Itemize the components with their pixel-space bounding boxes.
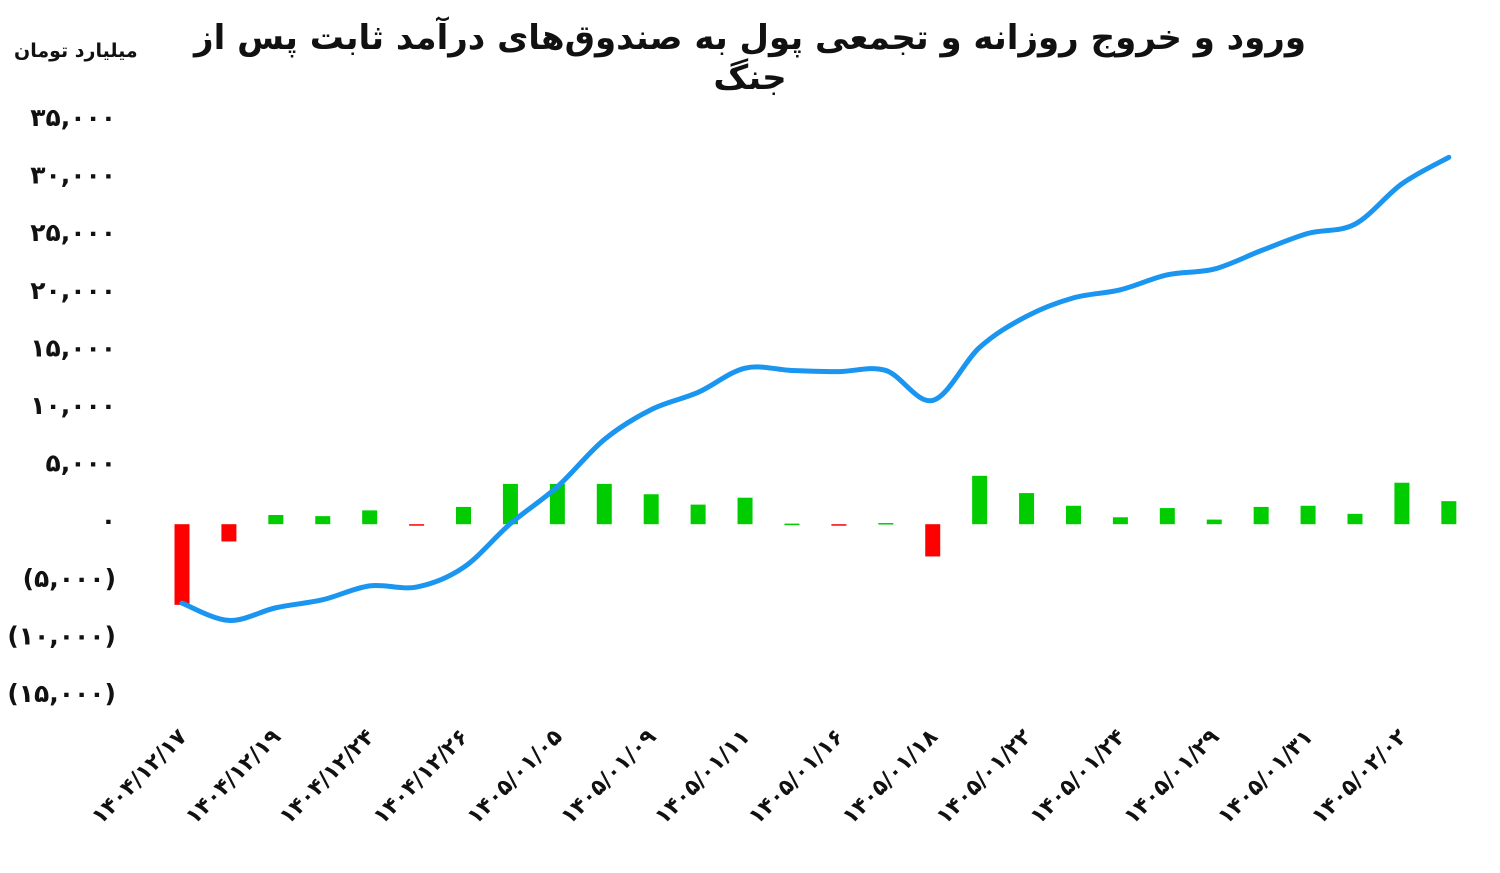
x-tick-label: ۱۴۰۵/۰۱/۲۹	[1119, 725, 1224, 830]
inflow-bar	[596, 483, 612, 525]
x-tick-label: ۱۴۰۵/۰۱/۳۱	[1213, 725, 1318, 830]
x-tick-label: ۱۴۰۵/۰۱/۰۵	[463, 725, 568, 830]
x-tick-label: ۱۴۰۵/۰۲/۰۲	[1307, 724, 1412, 829]
outflow-bar	[174, 524, 190, 605]
inflow-bar	[1112, 517, 1128, 525]
x-tick-label: ۱۴۰۵/۰۱/۲۲	[932, 724, 1037, 829]
inflow-bar	[1441, 501, 1457, 525]
inflow-bar	[1019, 493, 1035, 525]
inflow-bar	[737, 497, 753, 525]
y-tick-label: ۳۵,۰۰۰	[30, 103, 116, 132]
inflow-bar	[1159, 508, 1175, 525]
y-tick-label: ۵,۰۰۰	[45, 449, 116, 478]
inflow-bar	[1065, 505, 1081, 525]
outflow-bar	[221, 524, 237, 542]
x-tick-label: ۱۴۰۴/۱۲/۲۴	[275, 725, 380, 830]
y-tick-label: (۱۵,۰۰۰)	[7, 679, 116, 708]
inflow-bar	[784, 523, 800, 526]
y-tick-label: (۵,۰۰۰)	[23, 564, 116, 593]
inflow-bar	[268, 514, 284, 525]
x-tick-label: ۱۴۰۵/۰۱/۱۸	[838, 724, 943, 829]
x-tick-label: ۱۴۰۵/۰۱/۰۹	[556, 725, 661, 830]
inflow-bar	[878, 523, 894, 525]
x-tick-label: ۱۴۰۵/۰۱/۲۴	[1026, 725, 1131, 830]
inflow-bar	[1394, 482, 1410, 525]
y-axis-unit-label: میلیارد تومان	[14, 40, 138, 62]
inflow-bar	[315, 516, 331, 525]
inflow-bar	[456, 506, 472, 525]
y-tick-label: ۱۵,۰۰۰	[30, 333, 116, 362]
x-axis: ۱۴۰۴/۱۲/۱۷۱۴۰۴/۱۲/۱۹۱۴۰۴/۱۲/۲۴۱۴۰۴/۱۲/۲۶…	[87, 724, 1412, 829]
x-tick-label: ۱۴۰۴/۱۲/۱۷	[87, 724, 192, 829]
inflow-bar	[1347, 513, 1363, 525]
y-tick-label: ۲۵,۰۰۰	[30, 218, 116, 247]
outflow-bar	[831, 524, 847, 526]
cumulative-line	[179, 154, 1452, 623]
inflow-bar	[1206, 519, 1222, 525]
daily-flow-bars	[174, 475, 1457, 605]
y-tick-label: (۱۰,۰۰۰)	[7, 621, 116, 650]
inflow-bar	[972, 475, 988, 525]
outflow-bar	[409, 524, 425, 526]
y-tick-label: ۱۰,۰۰۰	[30, 391, 116, 420]
outflow-bar	[925, 524, 941, 557]
y-tick-label: ۲۰,۰۰۰	[30, 276, 116, 305]
y-axis: ۳۵,۰۰۰ ۳۰,۰۰۰ ۲۵,۰۰۰ ۲۰,۰۰۰ ۱۵,۰۰۰ ۱۰,۰۰۰ ۵,۰۰…	[7, 103, 116, 708]
y-tick-label: ۳۰,۰۰۰	[30, 161, 116, 190]
y-tick-label: ۰	[101, 506, 116, 535]
inflow-bar	[362, 510, 378, 525]
inflow-bar	[1300, 505, 1316, 525]
inflow-bar	[690, 504, 706, 525]
cumulative-line-path	[179, 154, 1452, 623]
inflow-bar	[643, 494, 659, 525]
x-tick-label: ۱۴۰۵/۰۱/۱۱	[650, 725, 755, 830]
x-tick-label: ۱۴۰۵/۰۱/۱۶	[744, 725, 849, 830]
inflow-bar	[549, 483, 565, 525]
inflow-bar	[502, 483, 518, 525]
inflow-bar	[1253, 506, 1269, 525]
x-tick-label: ۱۴۰۴/۱۲/۲۶	[369, 725, 474, 830]
chart-title: ورود و خروج روزانه و تجمعی پول به صندوق‌…	[194, 18, 1306, 98]
x-tick-label: ۱۴۰۴/۱۲/۱۹	[181, 725, 286, 830]
